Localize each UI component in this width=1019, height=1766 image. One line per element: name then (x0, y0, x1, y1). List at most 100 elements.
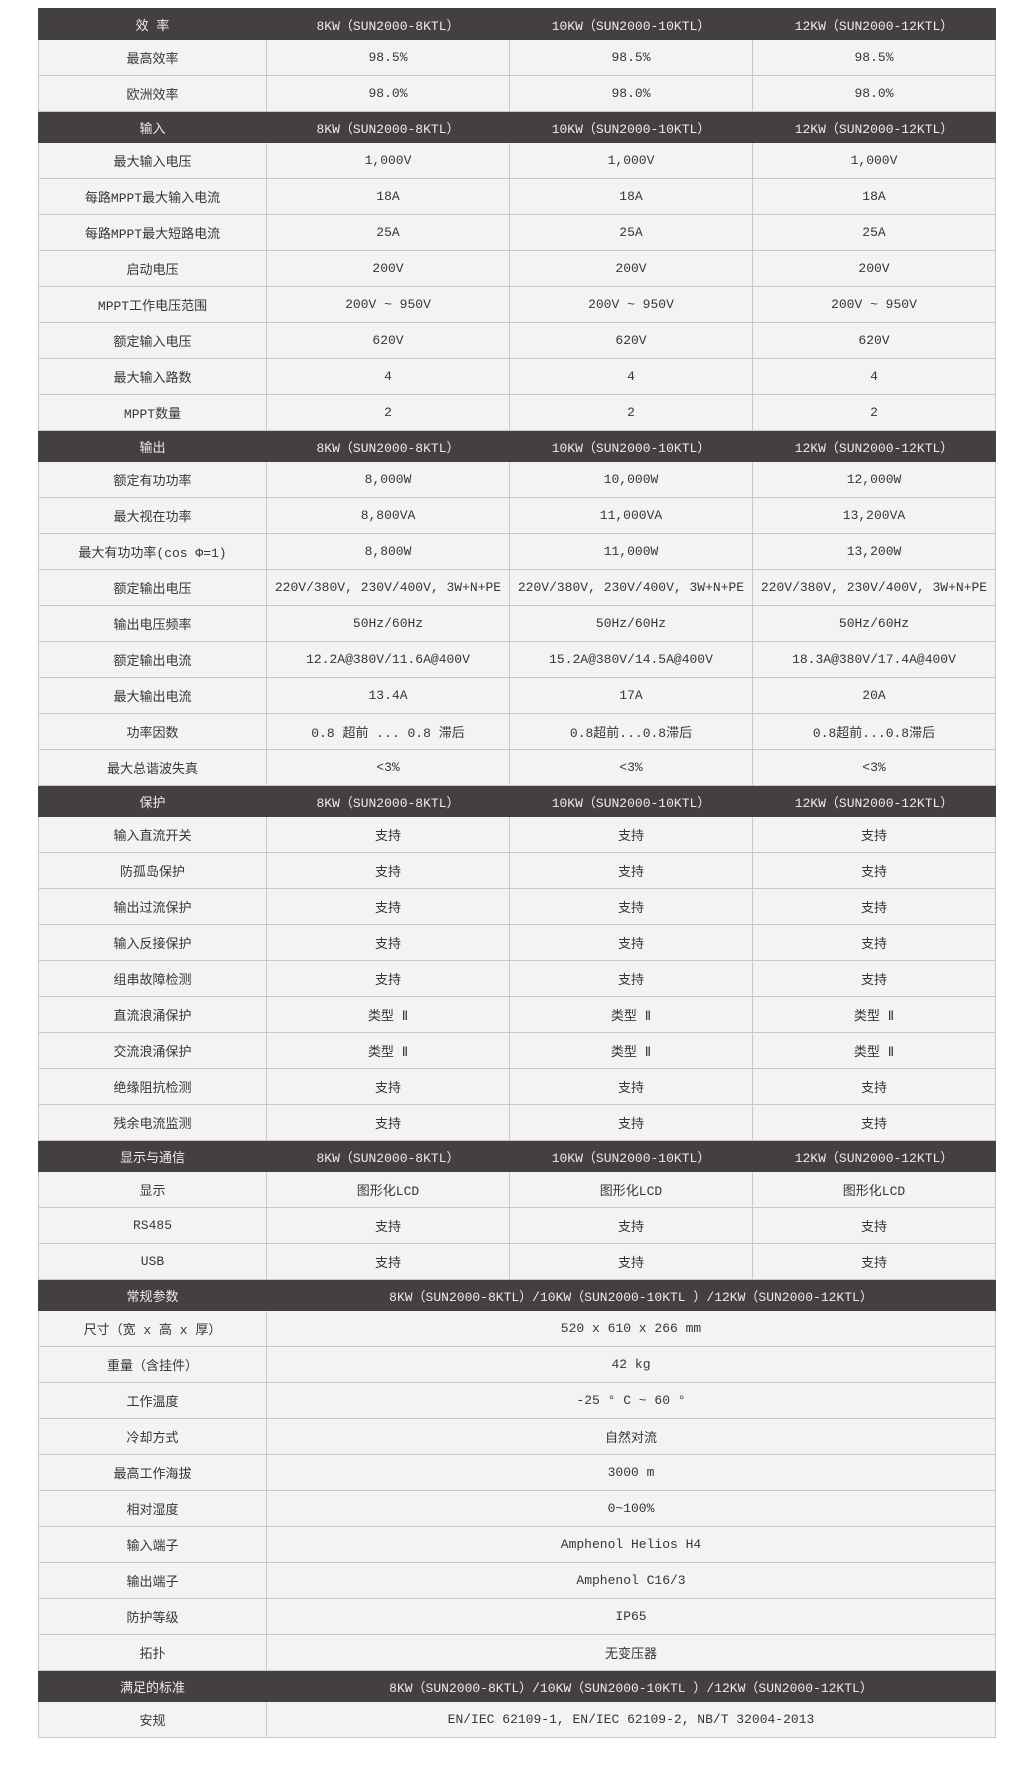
row-label: 相对湿度 (38, 1490, 267, 1527)
cell-value: 8,000W (266, 461, 510, 498)
cell-value: 620V (509, 322, 753, 359)
spec-table-body: 效 率 8KW（SUN2000-8KTL） 10KW（SUN2000-10KTL） 1… (38, 8, 996, 1738)
row-label: 输出过流保护 (38, 888, 267, 925)
table-row: 输入端子 Amphenol Helios H4 (38, 1526, 996, 1563)
cell-value: 18A (266, 178, 510, 215)
section-header-row: 保护 8KW（SUN2000-8KTL） 10KW（SUN2000-10KTL） 12… (38, 785, 996, 817)
cell-value: 12.2A@380V/11.6A@400V (266, 641, 510, 678)
cell-value: 4 (266, 358, 510, 395)
cell-value: 1,000V (509, 142, 753, 179)
section-models-span: 8KW（SUN2000-8KTL）/10KW（SUN2000-10KTL ）/1… (266, 1670, 996, 1702)
cell-value: 类型 Ⅱ (752, 1032, 996, 1069)
cell-value: 42 kg (266, 1346, 996, 1383)
row-label: 显示 (38, 1171, 267, 1208)
cell-value: 200V ~ 950V (509, 286, 753, 323)
cell-value: 图形化LCD (266, 1171, 510, 1208)
cell-value: 12,000W (752, 461, 996, 498)
table-row: 输入直流开关 支持 支持 支持 (38, 816, 996, 853)
cell-value: 2 (266, 394, 510, 431)
table-row: 相对湿度 0~100% (38, 1490, 996, 1527)
row-label: 启动电压 (38, 250, 267, 287)
table-row: 最大输出电流 13.4A 17A 20A (38, 677, 996, 714)
row-label: 输入反接保护 (38, 924, 267, 961)
row-label: 每路MPPT最大输入电流 (38, 178, 267, 215)
cell-value: 13.4A (266, 677, 510, 714)
section-title: 输出 (38, 430, 267, 462)
table-row: 显示 图形化LCD 图形化LCD 图形化LCD (38, 1171, 996, 1208)
cell-value: 支持 (752, 960, 996, 997)
row-label: 重量（含挂件） (38, 1346, 267, 1383)
cell-value: 支持 (266, 816, 510, 853)
table-row: MPPT工作电压范围 200V ~ 950V 200V ~ 950V 200V ~ 9… (38, 286, 996, 323)
cell-value: 支持 (266, 924, 510, 961)
cell-value: 支持 (266, 852, 510, 889)
cell-value: -25 ° C ~ 60 ° (266, 1382, 996, 1419)
table-row: 最大输入路数 4 4 4 (38, 358, 996, 395)
cell-value: 支持 (266, 1207, 510, 1244)
table-row: 额定有功功率 8,000W 10,000W 12,000W (38, 461, 996, 498)
row-label: 最大输入路数 (38, 358, 267, 395)
column-header: 12KW（SUN2000-12KTL） (752, 8, 996, 40)
cell-value: 200V ~ 950V (752, 286, 996, 323)
table-row: 绝缘阻抗检测 支持 支持 支持 (38, 1068, 996, 1105)
cell-value: 支持 (752, 852, 996, 889)
row-label: 冷却方式 (38, 1418, 267, 1455)
cell-value: Amphenol C16/3 (266, 1562, 996, 1599)
table-row: 防孤岛保护 支持 支持 支持 (38, 852, 996, 889)
table-row: 额定输出电压 220V/380V, 230V/400V, 3W+N+PE 220V/… (38, 569, 996, 606)
table-row: 拓扑 无变压器 (38, 1634, 996, 1671)
cell-value: 0.8 超前 ... 0.8 滞后 (266, 713, 510, 750)
cell-value: 2 (752, 394, 996, 431)
cell-value: <3% (509, 749, 753, 786)
row-label: MPPT工作电压范围 (38, 286, 267, 323)
table-row: 冷却方式 自然对流 (38, 1418, 996, 1455)
cell-value: 图形化LCD (509, 1171, 753, 1208)
row-label: MPPT数量 (38, 394, 267, 431)
table-row: RS485 支持 支持 支持 (38, 1207, 996, 1244)
table-row: 最大总谐波失真 <3% <3% <3% (38, 749, 996, 786)
table-row: 最大视在功率 8,800VA 11,000VA 13,200VA (38, 497, 996, 534)
table-row: 最高工作海拔 3000 m (38, 1454, 996, 1491)
table-row: 交流浪涌保护 类型 Ⅱ 类型 Ⅱ 类型 Ⅱ (38, 1032, 996, 1069)
cell-value: 支持 (266, 888, 510, 925)
cell-value: 10,000W (509, 461, 753, 498)
cell-value: 520 x 610 x 266 mm (266, 1310, 996, 1347)
cell-value: 类型 Ⅱ (266, 1032, 510, 1069)
cell-value: 18A (509, 178, 753, 215)
table-row: 每路MPPT最大输入电流 18A 18A 18A (38, 178, 996, 215)
cell-value: 98.5% (266, 39, 510, 76)
table-row: 欧洲效率 98.0% 98.0% 98.0% (38, 75, 996, 112)
cell-value: 200V ~ 950V (266, 286, 510, 323)
cell-value: 98.0% (509, 75, 753, 112)
table-row: 工作温度 -25 ° C ~ 60 ° (38, 1382, 996, 1419)
cell-value: 0.8超前...0.8滞后 (509, 713, 753, 750)
cell-value: 8,800W (266, 533, 510, 570)
cell-value: 25A (509, 214, 753, 251)
table-row: 直流浪涌保护 类型 Ⅱ 类型 Ⅱ 类型 Ⅱ (38, 996, 996, 1033)
cell-value: Amphenol Helios H4 (266, 1526, 996, 1563)
cell-value: 类型 Ⅱ (266, 996, 510, 1033)
cell-value: 220V/380V, 230V/400V, 3W+N+PE (509, 569, 753, 606)
section-header-row: 常规参数 8KW（SUN2000-8KTL）/10KW（SUN2000-10KTL… (38, 1279, 996, 1311)
cell-value: 支持 (266, 1104, 510, 1141)
row-label: 输出端子 (38, 1562, 267, 1599)
section-title: 输入 (38, 111, 267, 143)
cell-value: 类型 Ⅱ (752, 996, 996, 1033)
cell-value: 类型 Ⅱ (509, 1032, 753, 1069)
cell-value: 支持 (752, 1207, 996, 1244)
table-row: 功率因数 0.8 超前 ... 0.8 滞后 0.8超前...0.8滞后 0.8超前.… (38, 713, 996, 750)
section-title: 效 率 (38, 8, 267, 40)
cell-value: 4 (752, 358, 996, 395)
cell-value: 支持 (509, 924, 753, 961)
cell-value: 13,200VA (752, 497, 996, 534)
cell-value: 11,000VA (509, 497, 753, 534)
cell-value: 50Hz/60Hz (509, 605, 753, 642)
column-header: 10KW（SUN2000-10KTL） (509, 430, 753, 462)
section-header-row: 输出 8KW（SUN2000-8KTL） 10KW（SUN2000-10KTL） 12… (38, 430, 996, 462)
cell-value: 4 (509, 358, 753, 395)
cell-value: 18A (752, 178, 996, 215)
cell-value: EN/IEC 62109-1, EN/IEC 62109-2, NB/T 320… (266, 1701, 996, 1738)
section-header-row: 效 率 8KW（SUN2000-8KTL） 10KW（SUN2000-10KTL） 1… (38, 8, 996, 40)
row-label: 组串故障检测 (38, 960, 267, 997)
row-label: 绝缘阻抗检测 (38, 1068, 267, 1105)
